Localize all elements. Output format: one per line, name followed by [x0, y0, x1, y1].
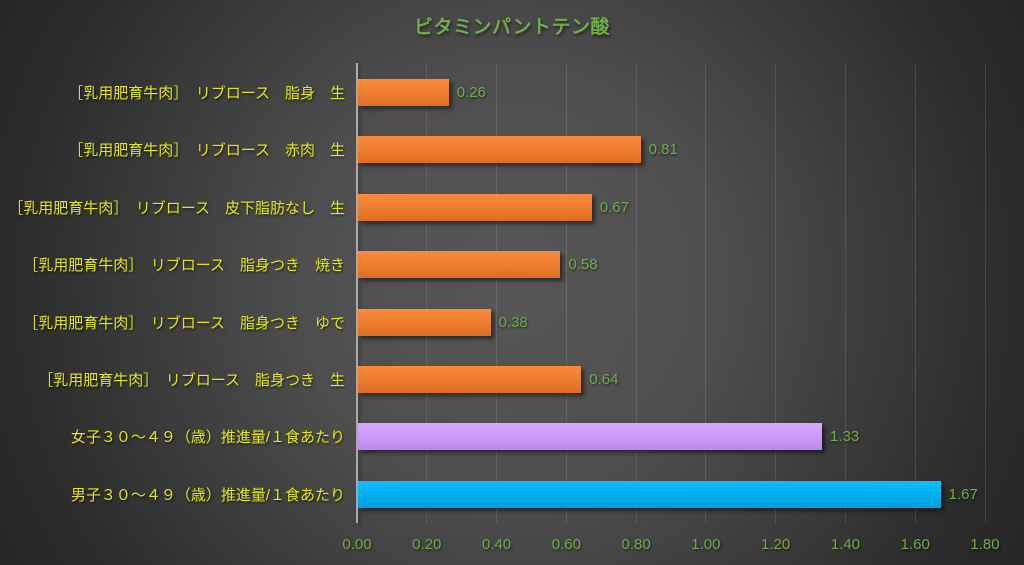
chart-title: ビタミンパントテン酸 — [414, 17, 610, 38]
y-axis-line — [356, 63, 358, 524]
category-label: ［乳用肥育牛肉］ リブロース 脂身つき ゆで — [23, 314, 345, 332]
x-tick-label: 0.80 — [621, 535, 651, 553]
bar — [358, 366, 582, 393]
gridline — [844, 63, 846, 524]
bar — [358, 193, 592, 221]
category-label: ［乳用肥育牛肉］ リブロース 脂身つき 焼き — [23, 257, 345, 275]
gridline — [775, 63, 777, 524]
gridline — [565, 63, 567, 524]
value-label: 0.26 — [456, 83, 486, 101]
category-label: ［乳用肥育牛肉］ リブロース 脂身つき 生 — [38, 372, 345, 389]
category-label: 女子３０～４９（歳）推進量/１食あたり — [70, 429, 345, 447]
gridline — [705, 63, 707, 524]
value-label: 0.58 — [568, 256, 598, 274]
bar — [358, 136, 641, 164]
category-label: ［乳用肥育牛肉］ リブロース 皮下脂肪なし 生 — [8, 199, 345, 217]
value-label: 1.67 — [948, 485, 978, 503]
x-tick-label: 1.00 — [691, 535, 721, 553]
gridline — [426, 63, 428, 524]
x-tick-label: 1.20 — [761, 535, 791, 553]
gridline — [984, 63, 986, 524]
category-label: 男子３０～４９（歳）推進量/１食あたり — [70, 486, 345, 504]
bar — [358, 423, 823, 451]
bar — [358, 78, 449, 106]
bar — [358, 308, 491, 336]
x-tick-label: 1.60 — [900, 535, 930, 553]
x-tick-label: 1.40 — [830, 535, 861, 553]
bar — [358, 251, 561, 279]
value-label: 0.64 — [589, 371, 619, 388]
x-tick-label: 0.00 — [342, 535, 372, 553]
value-label: 0.67 — [599, 198, 629, 216]
x-tick-label: 1.80 — [970, 535, 1000, 553]
value-label: 1.33 — [830, 428, 860, 446]
x-tick-label: 0.20 — [412, 535, 442, 553]
x-tick-label: 0.60 — [551, 535, 581, 553]
gridline — [914, 63, 916, 524]
category-label: ［乳用肥育牛肉］ リブロース 脂身 生 — [68, 84, 345, 102]
bar — [358, 480, 941, 508]
gridline — [635, 63, 637, 524]
gridline — [496, 63, 498, 524]
category-label: ［乳用肥育牛肉］ リブロース 赤肉 生 — [68, 142, 345, 160]
x-tick-label: 0.40 — [481, 535, 512, 553]
value-label: 0.38 — [498, 313, 528, 331]
value-label: 0.81 — [648, 141, 678, 159]
